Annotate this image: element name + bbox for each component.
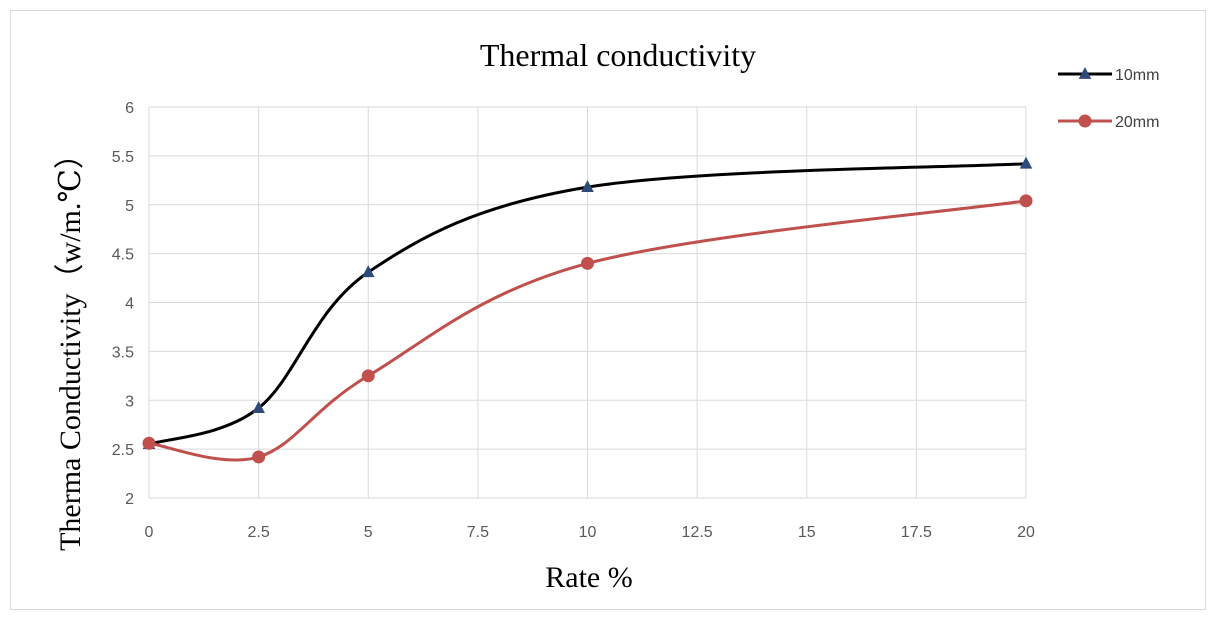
x-tick-label: 17.5 [901,524,932,541]
legend-marker [1078,67,1092,79]
grid [148,106,1027,499]
y-tick-label: 4 [125,296,134,313]
data-point [1019,156,1033,169]
legend-label: 20mm [1115,114,1159,131]
data-point [361,369,375,383]
series-group [142,156,1033,464]
y-tick-label: 6 [125,100,134,117]
data-point [252,450,266,464]
y-tick-label: 2.5 [112,442,134,459]
x-tick-label: 12.5 [682,524,713,541]
chart-frame [10,10,1206,610]
data-point [361,265,375,278]
legend-label: 10mm [1115,67,1159,84]
legend: 10mm 20mm [1058,67,1159,131]
x-tick-label: 10 [579,524,597,541]
y-tick-label: 3 [125,393,134,410]
legend-marker [1078,114,1092,128]
y-tick-label: 5.5 [112,149,134,166]
x-tick-label: 20 [1017,524,1035,541]
data-point [252,401,265,413]
data-point [581,180,594,193]
x-tick-label: 2.5 [248,524,270,541]
y-tick-label: 5 [125,198,134,215]
x-axis-label: Rate % [545,561,632,594]
data-point [581,256,594,270]
y-tick-label: 2 [125,491,134,508]
series-20mm [142,194,1033,464]
x-tick-label: 7.5 [467,524,489,541]
chart-title: Thermal conductivity [480,37,756,73]
y-axis-label: Therma Conductivity（w/m.℃） [54,139,87,551]
y-tick-label: 3.5 [112,344,134,361]
x-tick-label: 0 [145,524,154,541]
y-tick-labels: 2 2.5 3 3.5 4 4.5 5 5.5 6 [112,100,134,508]
x-tick-labels: 0 2.5 5 7.5 10 12.5 15 17.5 20 [145,524,1035,541]
x-tick-label: 15 [798,524,816,541]
x-tick-label: 5 [364,524,373,541]
legend-item: 20mm [1058,114,1159,131]
data-point [142,436,156,450]
y-tick-label: 4.5 [112,247,134,264]
data-point [1019,194,1033,208]
legend-item: 10mm [1058,67,1159,84]
